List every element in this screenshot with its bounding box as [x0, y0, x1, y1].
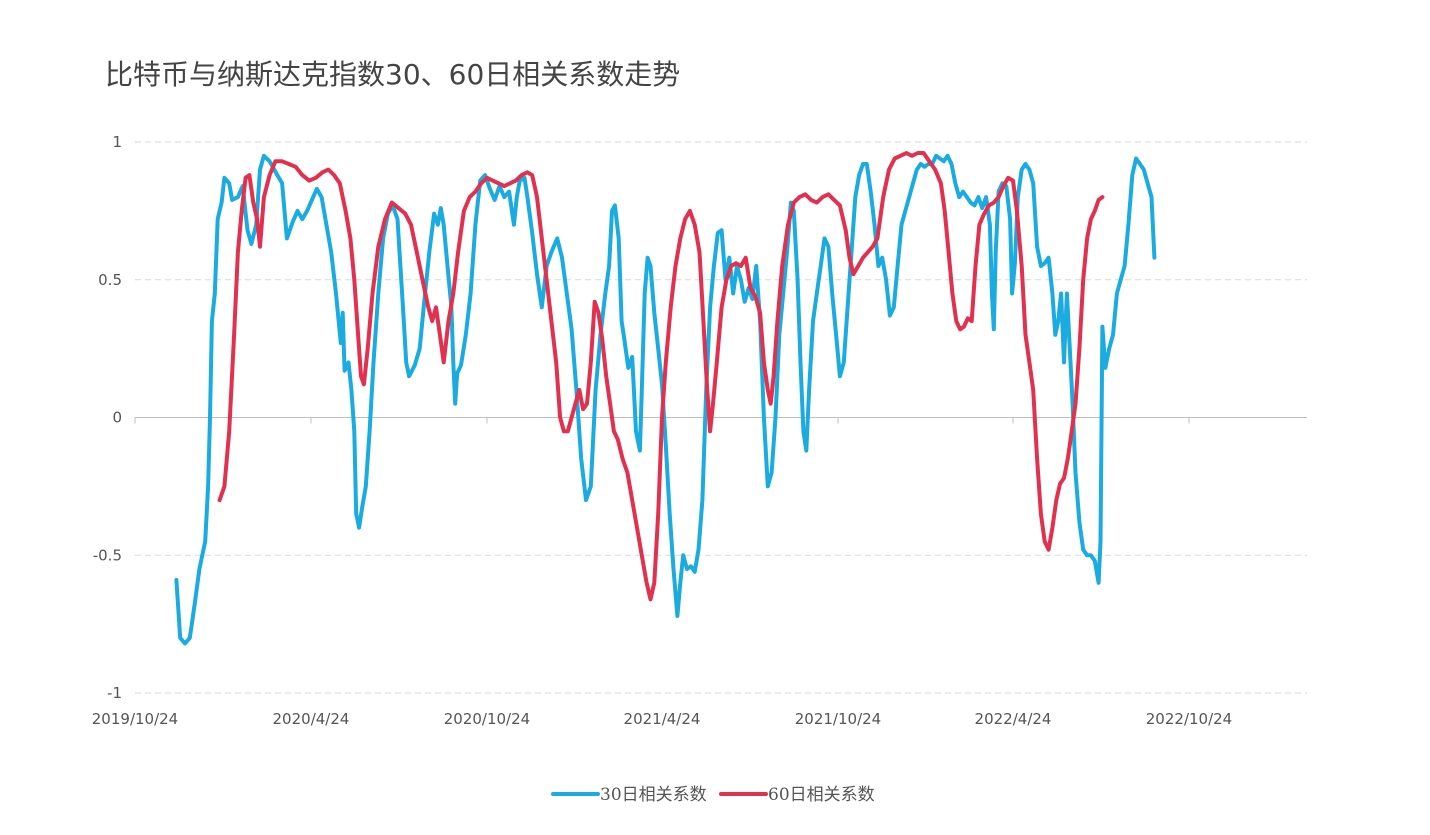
x-axis-ticks: 2019/10/24 2020/4/24 2020/10/24 2021/4/24 20… — [92, 417, 1232, 728]
x-tick-label: 2019/10/24 — [92, 710, 178, 728]
legend: 30日相关系数 60日相关系数 — [551, 785, 875, 805]
y-axis-ticks: 1 0.5 0 -0.5 -1 — [93, 133, 122, 702]
legend-label-30: 30日相关系数 — [600, 785, 707, 805]
x-tick-label: 2022/4/24 — [975, 710, 1052, 728]
series-line-30-day — [174, 153, 1157, 646]
x-tick-label: 2020/10/24 — [444, 710, 530, 728]
legend-label-60: 60日相关系数 — [768, 785, 875, 805]
y-tick-label: -0.5 — [93, 546, 122, 564]
x-tick-label: 2022/10/24 — [1146, 710, 1232, 728]
y-tick-label: 0 — [112, 409, 122, 427]
y-tick-label: 0.5 — [98, 271, 122, 289]
chart-title: 比特币与纳斯达克指数30、60日相关系数走势 — [105, 58, 680, 91]
y-tick-label: 1 — [112, 133, 122, 151]
series-line-60-day — [217, 151, 1105, 602]
x-tick-label: 2021/4/24 — [624, 710, 701, 728]
series-lines — [174, 151, 1157, 646]
grid-lines — [135, 141, 1307, 694]
x-tick-label: 2020/4/24 — [273, 710, 350, 728]
y-tick-label: -1 — [107, 684, 122, 702]
x-tick-label: 2021/10/24 — [795, 710, 881, 728]
